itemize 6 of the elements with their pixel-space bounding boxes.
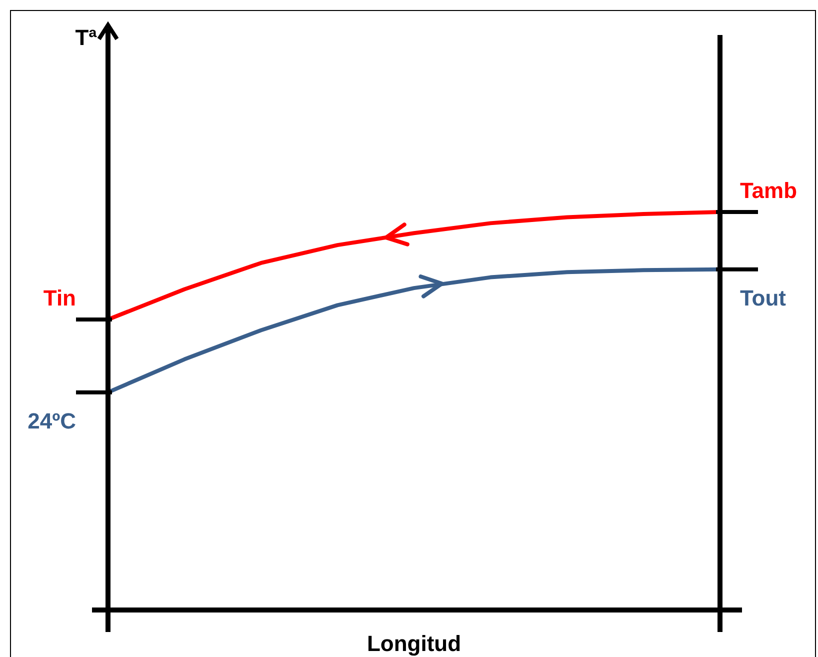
text: Tamb (740, 178, 798, 204)
text: 24ºC (28, 408, 76, 434)
text: Tª (75, 25, 98, 50)
x-axis-title: Longitud (366, 631, 462, 656)
text: Tin (43, 286, 76, 311)
annotation: Tout (740, 285, 787, 310)
